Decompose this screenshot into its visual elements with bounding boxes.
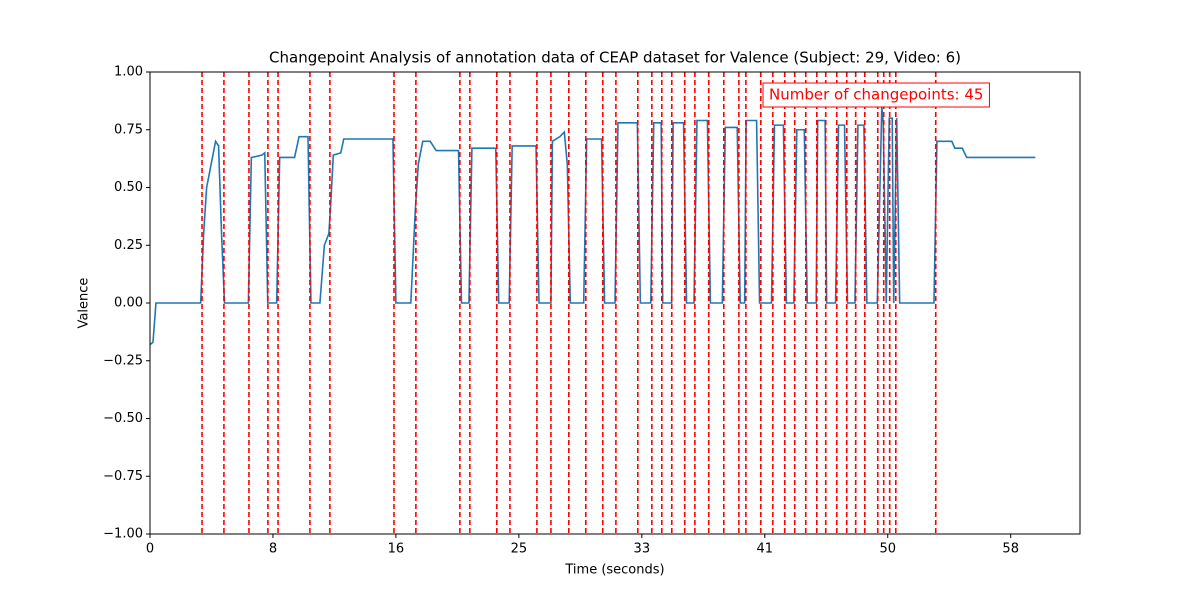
y-tick-label: 1.00 (114, 65, 143, 80)
annotation-box (762, 82, 990, 108)
x-tick-label: 25 (511, 542, 528, 557)
y-tick-label: 0.75 (114, 122, 143, 137)
data-line (149, 106, 1036, 346)
y-tick-label: −0.25 (103, 353, 143, 368)
y-tick-label: −0.75 (103, 469, 143, 484)
plot-frame (149, 71, 1081, 535)
x-tick-label: 33 (634, 542, 651, 557)
y-tick-label: −0.50 (103, 411, 143, 426)
x-tick-label: 58 (1002, 542, 1019, 557)
y-axis-label: Valence (77, 278, 92, 329)
y-tick-label: 0.00 (114, 296, 143, 311)
x-axis-label: Time (seconds) (564, 563, 664, 578)
y-tick-label: −1.00 (103, 527, 143, 542)
x-tick-label: 0 (146, 542, 154, 557)
x-tick-label: 50 (879, 542, 896, 557)
x-tick-label: 8 (269, 542, 277, 557)
y-tick-label: 0.25 (114, 238, 143, 253)
annotation: Number of changepoints: 45 (769, 86, 983, 104)
chart-title: Changepoint Analysis of annotation data … (269, 49, 961, 67)
x-tick-label: 41 (757, 542, 774, 557)
x-tick-label: 16 (388, 542, 405, 557)
y-tick-label: 0.50 (114, 180, 143, 195)
